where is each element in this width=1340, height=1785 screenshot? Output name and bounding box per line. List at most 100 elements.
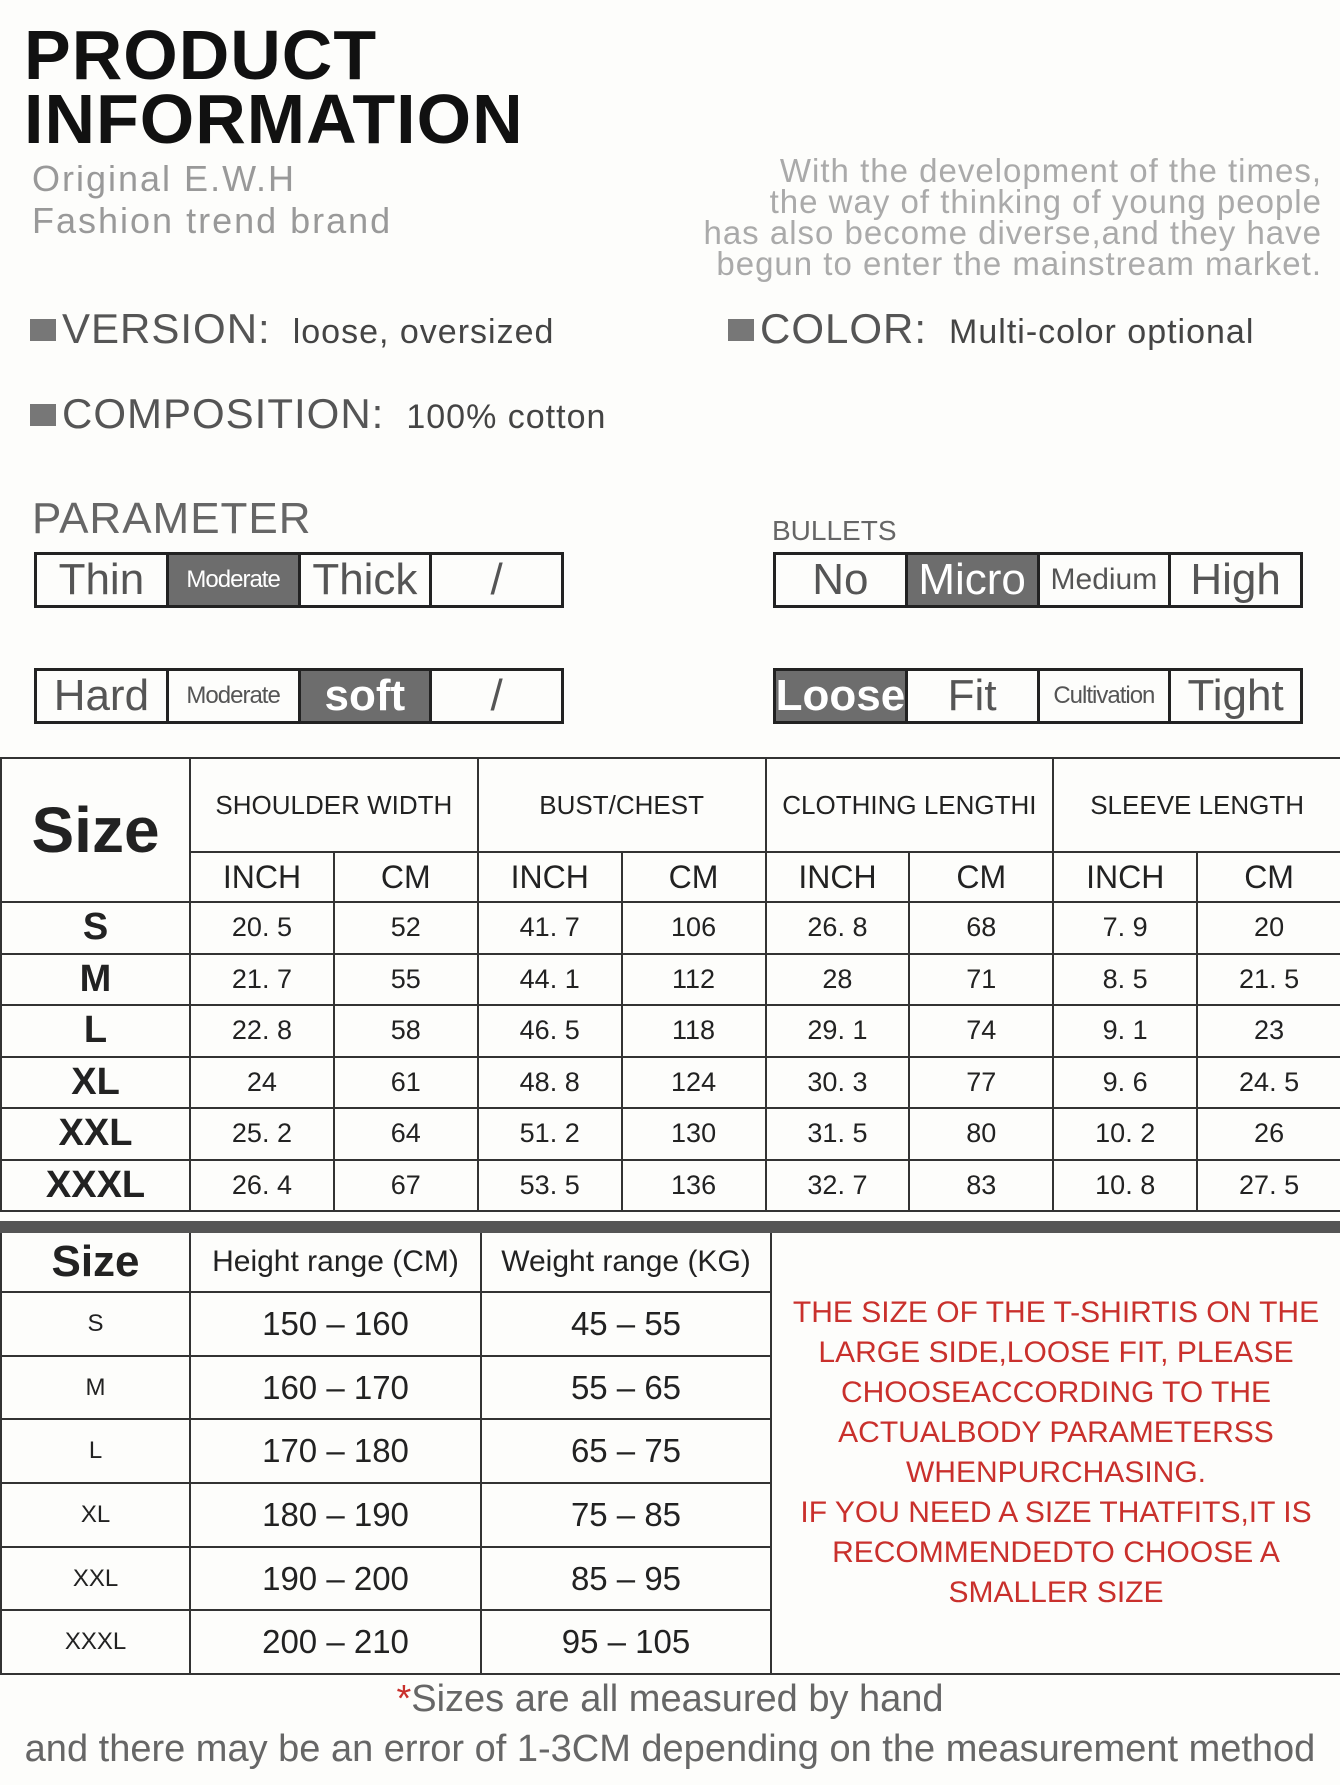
- note-line: CHOOSEACCORDING TO THE: [840, 1376, 1272, 1410]
- value-cell: 25. 2: [189, 1107, 335, 1161]
- value-cell: 9. 1: [1052, 1004, 1199, 1058]
- option-high: High: [1190, 555, 1281, 604]
- range-cell: 150 – 160: [189, 1291, 482, 1357]
- range-cell: 85 – 95: [480, 1545, 772, 1612]
- weight-header: Weight range (KG): [480, 1226, 772, 1293]
- square-bullet-icon: [728, 319, 754, 341]
- intro-text: With the development of the times, the w…: [703, 152, 1322, 282]
- value-cell: 112: [620, 952, 767, 1006]
- version-spec: VERSION: loose, oversized: [30, 305, 554, 353]
- unit-header: INCH: [764, 851, 911, 903]
- title-line1: PRODUCT: [24, 16, 378, 94]
- thickness-scale: Thin Moderate Thick /: [34, 552, 564, 608]
- value-cell: 23: [1196, 1004, 1340, 1058]
- value-cell: 28: [764, 952, 911, 1006]
- range-cell: 95 – 105: [480, 1609, 772, 1676]
- value-cell: 10. 2: [1052, 1107, 1199, 1161]
- square-bullet-icon: [30, 404, 56, 426]
- option-micro-selected: Micro: [907, 555, 1040, 605]
- table-row: XXXL 26. 4 67 53. 5 136 32. 7 83 10. 8 27. 5: [0, 1158, 1340, 1212]
- color-spec: COLOR: Multi-color optional: [728, 305, 1254, 353]
- value-cell: 10. 8: [1052, 1158, 1199, 1212]
- size-measurement-table: Size SHOULDER WIDTH BUST/CHEST CLOTHING …: [0, 757, 1340, 1212]
- size-header: Size: [0, 757, 191, 903]
- table-row: M 160 – 170 55 – 65: [0, 1354, 1340, 1421]
- range-cell: 160 – 170: [189, 1354, 482, 1421]
- table-row: L 170 – 180 65 – 75: [0, 1418, 1340, 1485]
- value-cell: 55: [332, 952, 479, 1006]
- note-line: THE SIZE OF THE T-SHIRTIS ON THE: [792, 1296, 1320, 1330]
- range-cell: 190 – 200: [189, 1545, 482, 1612]
- unit-header: CM: [1196, 851, 1340, 903]
- value-cell: 26. 4: [189, 1158, 335, 1212]
- value-cell: 31. 5: [764, 1107, 911, 1161]
- value-cell: 21. 7: [189, 952, 335, 1006]
- unit-header: CM: [620, 851, 767, 903]
- size-cell: M: [0, 952, 191, 1006]
- composition-spec: COMPOSITION: 100% cotton: [30, 390, 606, 438]
- value-cell: 22. 8: [189, 1004, 335, 1058]
- value-cell: 83: [908, 1158, 1055, 1212]
- group-header: CLOTHING LENGTHI: [764, 757, 1055, 853]
- intro-line: the way of thinking of young people: [769, 183, 1322, 220]
- brand-line1: Original E.W.H: [32, 158, 297, 199]
- range-cell: 75 – 85: [480, 1482, 772, 1548]
- color-value: Multi-color optional: [949, 313, 1255, 351]
- size-cell: L: [0, 1418, 191, 1485]
- bullets-title: BULLETS: [772, 515, 897, 546]
- note-line: SMALLER SIZE: [948, 1576, 1164, 1610]
- table-row: M 21. 7 55 44. 1 112 28 71 8. 5 21. 5: [0, 952, 1340, 1006]
- note-line: RECOMMENDEDTO CHOOSE A: [832, 1536, 1280, 1570]
- range-cell: 65 – 75: [480, 1418, 772, 1485]
- option-cultivation: Cultivation: [1040, 671, 1172, 721]
- value-cell: 29. 1: [764, 1004, 911, 1058]
- unit-header: CM: [908, 851, 1055, 903]
- size-cell: XL: [0, 1055, 191, 1109]
- value-cell: 44. 1: [476, 952, 623, 1006]
- option-thin: Thin: [37, 555, 169, 605]
- unit-header: INCH: [189, 851, 335, 903]
- group-header: SHOULDER WIDTH: [189, 757, 479, 853]
- softness-scale: Hard Moderate soft /: [34, 668, 564, 724]
- value-cell: 118: [620, 1004, 767, 1058]
- value-cell: 74: [908, 1004, 1055, 1058]
- option-soft-selected: soft: [300, 671, 433, 721]
- asterisk: *: [396, 1678, 412, 1720]
- option-moderate: Moderate: [169, 671, 301, 721]
- value-cell: 71: [908, 952, 1055, 1006]
- unit-header: INCH: [1052, 851, 1199, 903]
- value-cell: 27. 5: [1196, 1158, 1340, 1212]
- option-loose-selected: Loose: [776, 671, 908, 721]
- option-none: /: [490, 671, 503, 720]
- version-value: loose, oversized: [292, 313, 555, 351]
- intro-line: begun to enter the mainstream market.: [716, 245, 1322, 282]
- value-cell: 24: [189, 1055, 335, 1109]
- unit-header: INCH: [476, 851, 623, 903]
- height-header: Height range (CM): [189, 1226, 482, 1293]
- option-moderate-selected: Moderate: [168, 555, 301, 605]
- size-cell: XXL: [0, 1545, 191, 1612]
- option-hard: Hard: [37, 671, 169, 721]
- parameter-title: PARAMETER: [32, 494, 312, 543]
- size-header: Size: [0, 1226, 191, 1293]
- note-line: LARGE SIDE,LOOSE FIT, PLEASE: [818, 1336, 1294, 1370]
- value-cell: 24. 5: [1196, 1055, 1340, 1109]
- fit-range-table: Size Height range (CM) Weight range (KG)…: [0, 1221, 1340, 1676]
- bullets-scale: No Micro Medium High: [773, 552, 1303, 608]
- range-cell: 55 – 65: [480, 1354, 772, 1421]
- option-thick: Thick: [301, 555, 433, 605]
- value-cell: 58: [332, 1004, 479, 1058]
- intro-line: With the development of the times,: [779, 152, 1322, 189]
- footer-line1: *Sizes are all measured by hand: [0, 1678, 1340, 1721]
- intro-line: has also become diverse,and they have: [703, 214, 1322, 251]
- version-label: VERSION:: [62, 305, 271, 352]
- table-row: L 22. 8 58 46. 5 118 29. 1 74 9. 1 23: [0, 1004, 1340, 1058]
- value-cell: 64: [332, 1107, 479, 1161]
- option-none: /: [490, 555, 503, 604]
- table-row: XXXL 200 – 210 95 – 105: [0, 1609, 1340, 1676]
- value-cell: 7. 9: [1052, 901, 1199, 955]
- brand-line2: Fashion trend brand: [32, 200, 393, 241]
- value-cell: 30. 3: [764, 1055, 911, 1109]
- composition-label: COMPOSITION:: [62, 390, 385, 437]
- title-line2: INFORMATION: [24, 80, 524, 158]
